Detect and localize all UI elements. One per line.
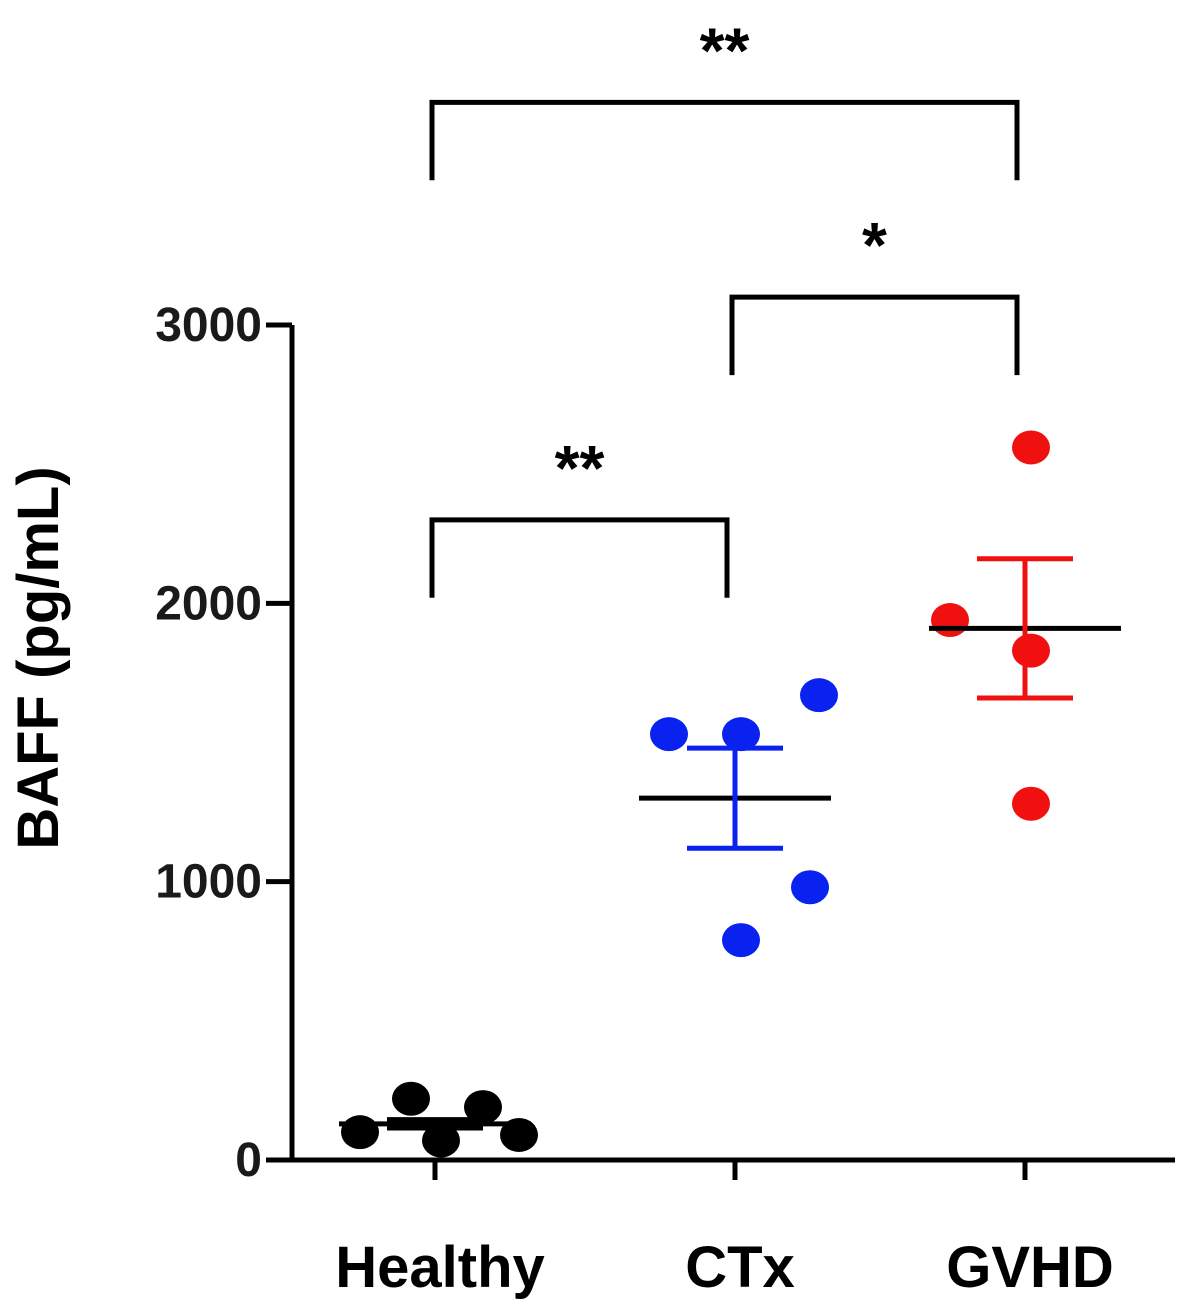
y-tick-label: 3000	[155, 299, 262, 352]
data-points	[341, 430, 1050, 1158]
data-point	[422, 1123, 460, 1158]
significance-brackets: *****	[429, 14, 1020, 598]
axes: 0 1000 2000 3000 Healthy CTx GVHD	[155, 299, 1175, 1300]
data-point	[650, 717, 688, 752]
x-category-label: GVHD	[946, 1235, 1114, 1300]
mean-sem-bars	[339, 556, 1121, 1131]
x-category-label: Healthy	[335, 1235, 545, 1300]
y-tick-label: 2000	[155, 577, 262, 630]
significance-bracket	[729, 294, 1020, 376]
significance-label: *	[862, 209, 887, 281]
significance-label: **	[700, 14, 750, 86]
data-point	[341, 1115, 379, 1150]
data-point	[722, 717, 760, 752]
y-axis-label: BAFF (pg/mL)	[6, 466, 71, 849]
significance-bracket	[429, 99, 1020, 181]
significance-bracket	[429, 517, 730, 598]
x-category-label: CTx	[685, 1235, 795, 1300]
y-tick-label: 1000	[155, 856, 262, 909]
data-point	[1012, 633, 1050, 668]
y-tick-label: 0	[235, 1134, 262, 1187]
data-point	[1012, 786, 1050, 821]
data-point	[791, 870, 829, 905]
significance-label: **	[555, 432, 605, 504]
data-point	[1012, 430, 1050, 465]
data-point	[722, 923, 760, 958]
data-point	[464, 1090, 502, 1125]
data-point	[392, 1081, 430, 1116]
data-point	[500, 1117, 538, 1152]
data-point	[931, 603, 969, 638]
data-point	[800, 678, 838, 713]
